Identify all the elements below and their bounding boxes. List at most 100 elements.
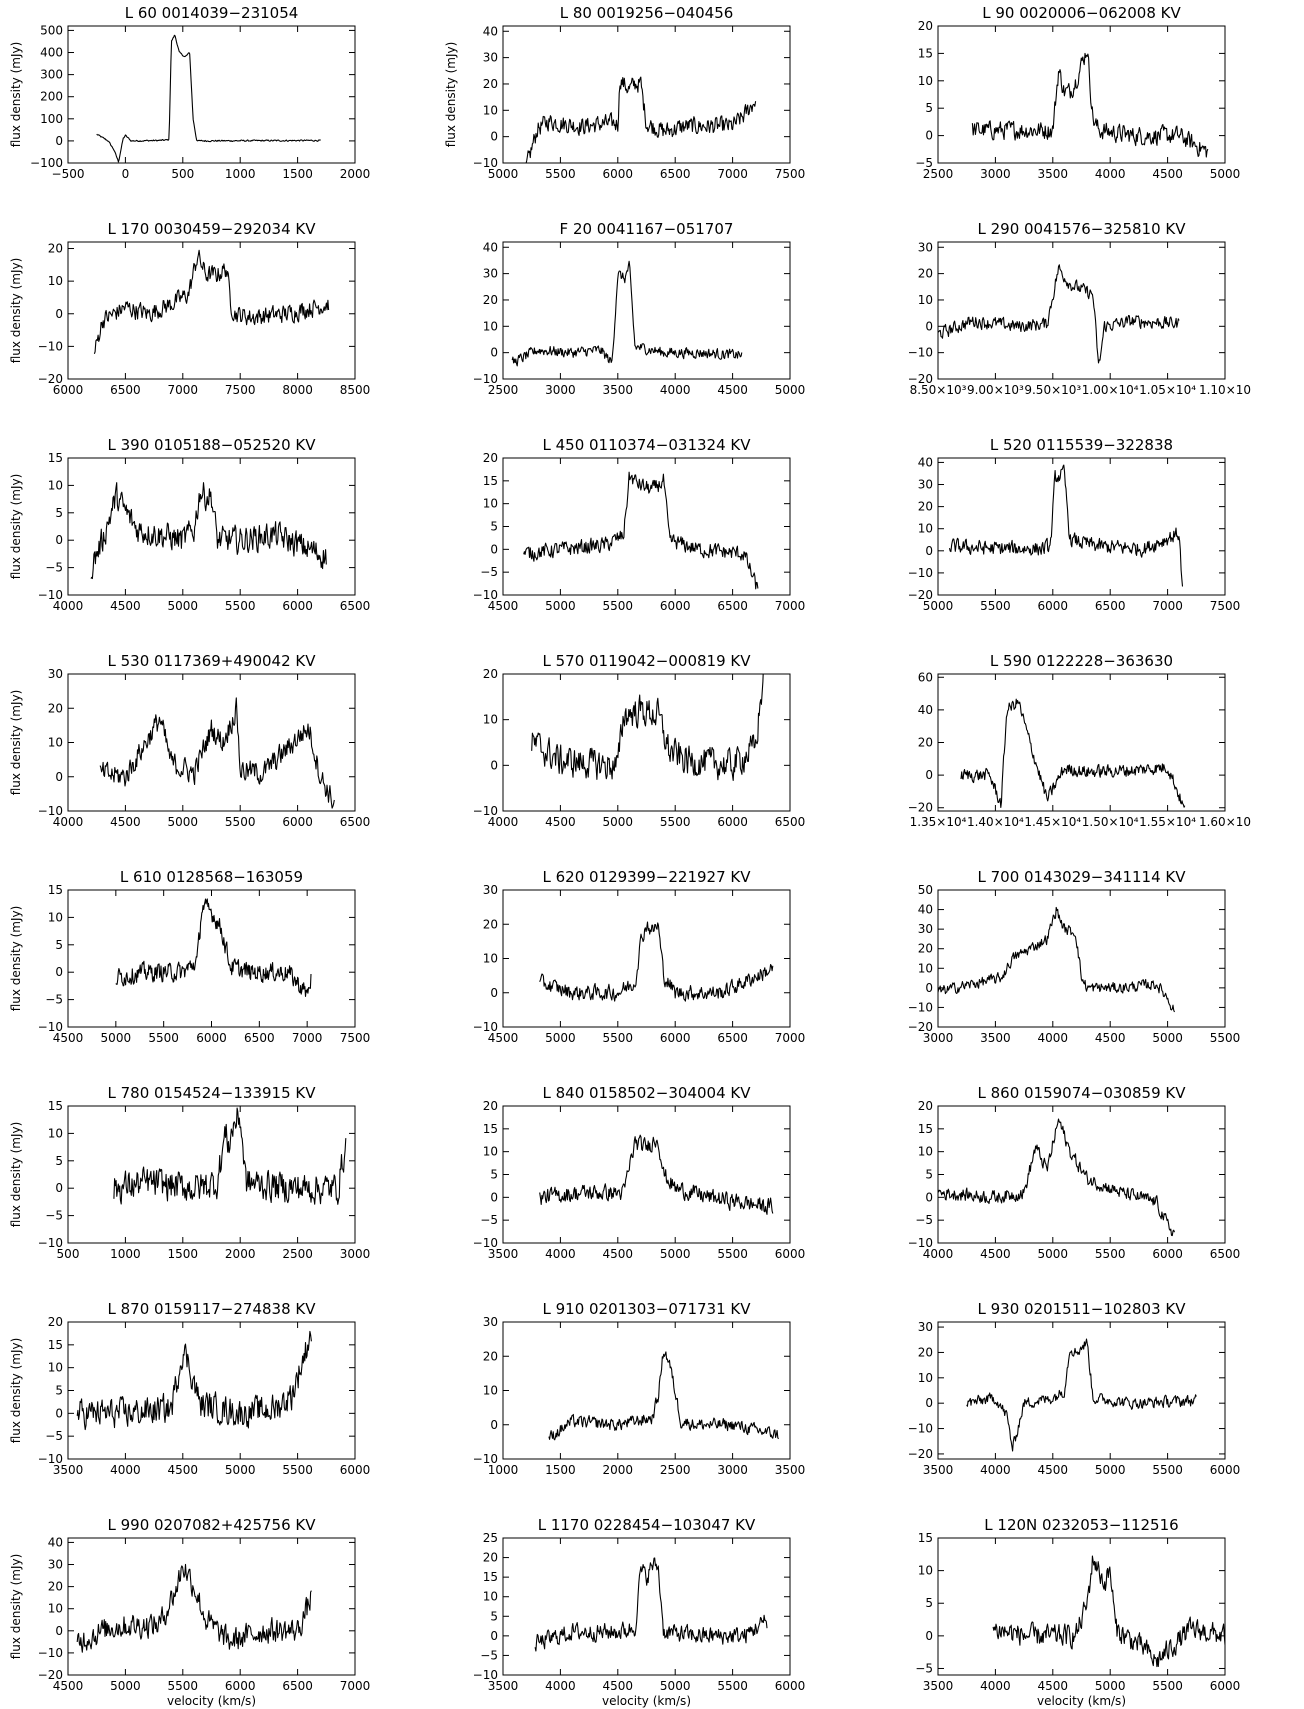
x-tick-label: 6500 <box>775 815 806 829</box>
y-tick-label: −20 <box>908 588 933 602</box>
x-tick-label: 5500 <box>545 167 576 181</box>
x-tick-label: 4000 <box>1038 1031 1069 1045</box>
y-tick-label: 30 <box>48 667 63 681</box>
x-tick-label: 5500 <box>1152 1679 1183 1693</box>
y-tick-label: 5 <box>55 938 63 952</box>
x-tick-label: 3500 <box>53 1463 84 1477</box>
y-tick-label: 0 <box>925 1190 933 1204</box>
spectrum-line <box>93 249 330 354</box>
x-tick-label: 4000 <box>110 1463 141 1477</box>
spectrum-line <box>115 898 312 997</box>
y-tick-label: −10 <box>908 566 933 580</box>
panel-title: L 990 0207082+425756 KV <box>107 1516 316 1534</box>
plot-frame <box>502 457 791 596</box>
x-tick-label: 7000 <box>168 383 199 397</box>
x-tick-label: 6000 <box>1210 1679 1241 1693</box>
y-tick-label: 300 <box>40 68 63 82</box>
y-axis-label: flux density (mJy) <box>9 1338 23 1444</box>
y-tick-label: −10 <box>38 1020 63 1034</box>
x-tick-label: 4000 <box>53 599 84 613</box>
x-tick-label: 5500 <box>225 599 256 613</box>
x-tick-label: 3000 <box>545 383 576 397</box>
x-tick-label: 500 <box>57 1247 80 1261</box>
x-tick-label: 3500 <box>923 1679 954 1693</box>
spectrum-line <box>948 464 1184 587</box>
y-tick-label: 10 <box>48 478 63 492</box>
plot-frame <box>67 673 356 812</box>
x-tick-label: 4500 <box>53 1031 84 1045</box>
x-tick-label: 3000 <box>923 1031 954 1045</box>
x-tick-label: 5500 <box>717 1247 748 1261</box>
panel-title: L 60 0014039−231054 <box>125 4 299 22</box>
y-tick-label: 15 <box>48 883 63 897</box>
plot-frame <box>67 25 356 164</box>
spectrum-panel: L 930 0201511−102803 KV 3500 4000 4500 5000 5… <box>908 1300 1241 1477</box>
x-tick-label: 4500 <box>53 1679 84 1693</box>
x-tick-label: 4500 <box>545 815 576 829</box>
x-tick-label: 3000 <box>340 1247 371 1261</box>
spectrum-panel: L 120N 0232053−112516 3500 4000 4500 5000 550… <box>915 1516 1240 1708</box>
x-tick-label: 5500 <box>660 815 691 829</box>
x-tick-label: 1.50×10⁴ <box>1082 815 1139 829</box>
x-tick-label: 4500 <box>488 1031 519 1045</box>
y-tick-label: −10 <box>473 1668 498 1682</box>
x-tick-label: 3500 <box>488 1679 519 1693</box>
y-tick-label: 0 <box>55 965 63 979</box>
x-tick-label: 6000 <box>282 599 313 613</box>
x-tick-label: 6000 <box>1152 1247 1183 1261</box>
panel-title: L 80 0019256−040456 <box>560 4 734 22</box>
spectrum-panel: L 90 0020006−062008 KV 2500 3000 3500 4000 45… <box>915 4 1240 181</box>
x-tick-label: 4500 <box>980 1247 1011 1261</box>
x-tick-label: 4500 <box>110 815 141 829</box>
x-tick-label: 6500 <box>1210 1247 1241 1261</box>
x-tick-label: 5500 <box>603 1031 634 1045</box>
y-tick-label: −10 <box>908 346 933 360</box>
y-axis-label: flux density (mJy) <box>9 690 23 796</box>
panel-title: L 570 0119042−000819 KV <box>542 652 751 670</box>
plot-frame <box>937 25 1226 164</box>
y-tick-label: −10 <box>908 1000 933 1014</box>
y-tick-label: 10 <box>918 522 933 536</box>
spectrum-panel: L 840 0158502−304004 KV 3500 4000 4500 5000 5… <box>473 1084 806 1261</box>
y-tick-label: 5 <box>55 1384 63 1398</box>
plot-frame <box>502 1321 791 1460</box>
x-tick-label: 2500 <box>660 1463 691 1477</box>
spectrum-line <box>960 698 1186 808</box>
x-tick-label: 6500 <box>340 599 371 613</box>
y-tick-label: 40 <box>48 1535 63 1549</box>
spectrum-line <box>539 1134 774 1215</box>
x-tick-label: 1.10×10 <box>1199 383 1251 397</box>
x-tick-label: 4500 <box>488 599 519 613</box>
y-tick-label: 15 <box>48 1338 63 1352</box>
spectrum-panel: L 450 0110374−031324 KV 4500 5000 5500 6000 6… <box>473 436 806 613</box>
y-tick-label: 30 <box>483 883 498 897</box>
spectrum-line <box>531 674 764 781</box>
y-tick-label: 15 <box>918 1531 933 1545</box>
y-tick-label: 0 <box>490 542 498 556</box>
y-tick-label: −10 <box>38 1236 63 1250</box>
plot-frame <box>67 1321 356 1460</box>
y-axis-label: flux density (mJy) <box>444 42 458 148</box>
x-tick-label: 4500 <box>603 1679 634 1693</box>
y-tick-label: −20 <box>908 801 933 815</box>
x-axis-label: velocity (km/s) <box>167 1694 256 1708</box>
y-tick-label: −20 <box>38 1668 63 1682</box>
y-tick-label: 15 <box>483 1570 498 1584</box>
x-tick-label: 5000 <box>1095 1463 1126 1477</box>
x-tick-label: 2500 <box>488 383 519 397</box>
y-tick-label: 5 <box>925 101 933 115</box>
x-tick-label: 3500 <box>603 383 634 397</box>
y-tick-label: 5 <box>490 1168 498 1182</box>
spectrum-panel: L 610 0128568−163059 4500 5000 5500 6000 6500… <box>9 868 370 1045</box>
plot-frame <box>67 1537 356 1676</box>
y-tick-label: 10 <box>48 1126 63 1140</box>
y-tick-label: 20 <box>48 701 63 715</box>
panel-title: L 870 0159117−274838 KV <box>107 1300 316 1318</box>
y-tick-label: −10 <box>908 1422 933 1436</box>
y-axis-label: flux density (mJy) <box>9 258 23 364</box>
x-tick-label: 5000 <box>1095 1679 1126 1693</box>
y-tick-label: −5 <box>45 1429 63 1443</box>
y-tick-label: 0 <box>490 1418 498 1432</box>
x-tick-label: 6000 <box>1038 599 1069 613</box>
panel-title: L 120N 0232053−112516 <box>984 1516 1178 1534</box>
